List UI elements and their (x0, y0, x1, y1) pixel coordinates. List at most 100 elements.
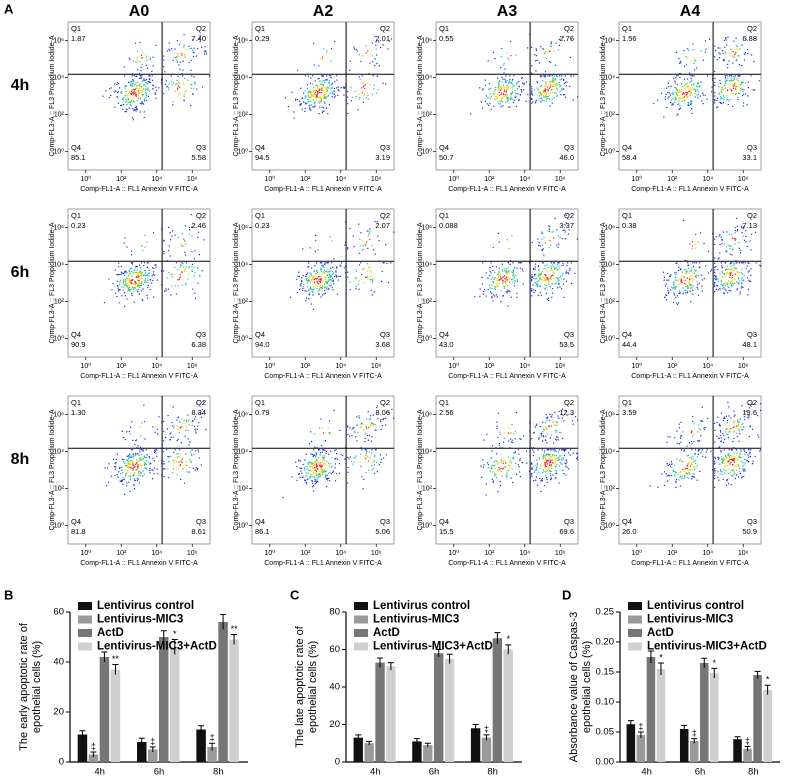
x-tick-label: 10⁶ (187, 363, 198, 370)
bar (137, 742, 147, 762)
x-tick-label: 10⁴ (519, 550, 530, 557)
y-tick-label: 10⁴ (604, 74, 615, 81)
x-axis-label: Comp-FL1-A :: FL1 Annexin V FITC-A (264, 186, 382, 193)
quadrant-value: 33.1 (742, 153, 757, 162)
y-tick-label: 10⁴ (237, 448, 248, 455)
bar (434, 653, 444, 762)
bar (229, 639, 239, 762)
error-bar (220, 614, 227, 630)
legend-label: ActD (373, 627, 400, 639)
x-tick-label: 10⁴ (151, 550, 162, 557)
x-tick-label: 10⁴ (519, 176, 530, 183)
cell-cloud (289, 262, 347, 310)
row-header: 4h (11, 77, 30, 94)
error-bar (681, 724, 688, 733)
quadrant-name: Q2 (196, 398, 206, 407)
y-tick-label: 10⁶ (53, 224, 64, 231)
legend-swatch (354, 615, 368, 624)
bar (353, 737, 363, 762)
x-tick-label: 10² (116, 550, 127, 557)
y-tick-label: 10² (54, 485, 65, 492)
quadrant-value: 0.55 (439, 34, 454, 43)
y-tick-label: 10⁰ (604, 521, 615, 529)
x-tick-label: 10² (667, 550, 678, 557)
quadrant-name: Q1 (71, 24, 81, 33)
y-tick-label: 10² (605, 485, 616, 492)
quadrant-value: 6.88 (742, 34, 757, 43)
error-bar (231, 634, 238, 645)
x-tick-label: 10⁰ (80, 175, 91, 183)
x-tick-label: 10⁶ (738, 550, 749, 557)
y-tick-label: 10⁴ (237, 74, 248, 81)
y-tick-label: 10⁶ (237, 411, 248, 418)
quadrant-name: Q1 (71, 211, 81, 220)
quadrant-name: Q1 (439, 211, 449, 220)
x-axis-label: Comp-FL1-A :: FL1 Annexin V FITC-A (631, 560, 749, 567)
significance-mark: * (506, 634, 510, 644)
bar (423, 745, 433, 762)
x-tick-label: 10⁶ (738, 363, 749, 370)
column-header: A0 (129, 3, 150, 20)
significance-mark: * (713, 658, 717, 668)
quadrant-name: Q4 (71, 330, 81, 339)
x-tick-label: 8h (748, 767, 759, 778)
y-tick-label: 10⁰ (237, 521, 248, 529)
y-tick-label: 10⁰ (421, 334, 432, 342)
quadrant-name: Q4 (439, 517, 449, 526)
quadrant-name: Q1 (255, 398, 265, 407)
column-header: A2 (313, 3, 334, 20)
quadrant-name: Q4 (439, 330, 449, 339)
quadrant-value: 1.56 (622, 34, 637, 43)
quadrant-name: Q2 (380, 211, 390, 220)
x-tick-label: 10⁶ (738, 176, 749, 183)
error-bar (754, 670, 761, 679)
y-tick-label: 10⁰ (53, 334, 64, 342)
y-tick-label: 10⁶ (421, 224, 432, 231)
quadrant-value: 5.58 (191, 153, 206, 162)
quadrant-name: Q1 (255, 24, 265, 33)
legend-swatch (354, 642, 368, 651)
bar (503, 649, 513, 762)
bar (470, 728, 481, 762)
y-tick-label: 10² (54, 298, 65, 305)
quadrant-value: 8.06 (375, 408, 390, 417)
cell-cloud (470, 75, 531, 115)
legend-swatch (78, 602, 92, 610)
y-tick-label: 10⁴ (237, 261, 248, 268)
error-bar (90, 751, 97, 757)
cell-cloud (297, 40, 336, 71)
y-tick-label: 60 (329, 644, 340, 655)
x-tick-label: 10² (116, 176, 127, 183)
cell-cloud (302, 221, 347, 260)
y-tick-label: 10⁴ (53, 261, 64, 268)
cell-cloud (347, 75, 387, 115)
error-bar (209, 742, 216, 751)
quadrant-name: Q3 (196, 517, 206, 526)
error-bar (734, 736, 741, 742)
y-tick-label: 10⁰ (604, 334, 615, 342)
cell-cloud (474, 262, 531, 307)
quadrant-value: 1.87 (71, 34, 86, 43)
significance-mark: * (766, 675, 770, 685)
plot-frame (435, 395, 579, 545)
cell-cloud (531, 449, 579, 493)
quadrant-name: Q1 (439, 24, 449, 33)
x-tick-label: 8h (487, 767, 498, 778)
quadrant-name: Q1 (255, 211, 265, 220)
x-tick-label: 10⁴ (519, 363, 530, 370)
quadrant-name: Q3 (747, 330, 757, 339)
y-tick-label: 10⁰ (237, 334, 248, 342)
row-header: 8h (11, 451, 30, 468)
quadrant-name: Q2 (196, 211, 206, 220)
error-bar (764, 684, 771, 695)
error-bar (160, 630, 167, 644)
quadrant-name: Q3 (747, 517, 757, 526)
legend-swatch (78, 615, 92, 624)
cell-cloud (163, 75, 211, 107)
significance-mark: ‡ (638, 721, 643, 731)
error-bar (494, 632, 501, 644)
quadrant-value: 2.07 (375, 221, 390, 230)
quadrant-value: 94.0 (255, 340, 270, 349)
legend-swatch (354, 602, 368, 610)
